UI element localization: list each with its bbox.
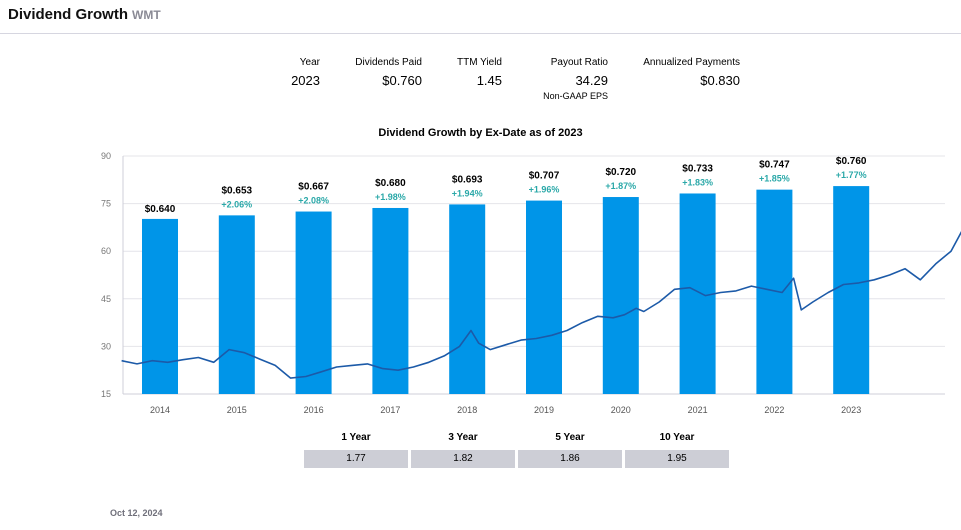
chart-title: Dividend Growth by Ex-Date as of 2023	[378, 127, 583, 139]
growth-value: 1.77	[304, 450, 408, 468]
bar-2020	[602, 197, 639, 394]
growth-pct-label: +1.77%	[836, 170, 867, 180]
bar-value-label: $0.693	[452, 174, 483, 185]
growth-pct-label: +2.06%	[221, 199, 252, 209]
bar-2023	[833, 186, 870, 394]
y-tick-label: 45	[101, 294, 111, 304]
y-tick-label: 75	[101, 199, 111, 209]
as-of-date: Oct 12, 2024	[110, 508, 163, 518]
bar-2016	[295, 211, 332, 394]
stat-label: Payout Ratio	[550, 57, 608, 68]
page-header: Dividend Growth WMT	[0, 0, 961, 34]
growth-pct-label: +1.83%	[682, 177, 713, 187]
x-tick-label: 2015	[227, 405, 247, 415]
bar-value-label: $0.733	[682, 163, 713, 174]
bar-value-label: $0.760	[836, 156, 867, 167]
growth-pct-label: +1.98%	[375, 192, 406, 202]
stat-payout-ratio: Payout Ratio 34.29 Non-GAAP EPS	[528, 57, 608, 101]
page-title: Dividend Growth WMT	[8, 6, 161, 23]
growth-pct-label: +1.87%	[605, 181, 636, 191]
bar-value-label: $0.667	[298, 182, 329, 193]
dividend-chart: 90 75 60 45 30 15 $0.640 2014 $0.653 +2.06% 2015 $0…	[101, 151, 961, 415]
bar-value-label: $0.680	[375, 178, 406, 189]
stat-sublabel: Non-GAAP EPS	[543, 91, 608, 101]
growth-period-label: 1 Year	[341, 432, 371, 443]
x-tick-label: 2014	[150, 405, 170, 415]
ticker-symbol: WMT	[132, 8, 161, 22]
stat-label: Annualized Payments	[643, 57, 740, 68]
x-tick-label: 2016	[304, 405, 324, 415]
stat-label: Dividends Paid	[355, 57, 422, 68]
growth-value: 1.82	[411, 450, 515, 468]
bar-2015	[218, 215, 255, 394]
bar-value-label: $0.640	[145, 204, 176, 215]
bar-2019	[526, 200, 562, 394]
stat-value: 2023	[291, 73, 320, 88]
bar-value-label: $0.720	[606, 167, 637, 178]
bar-value-label: $0.747	[759, 160, 790, 171]
growth-pct-label: +1.94%	[452, 188, 483, 198]
stat-label: Year	[299, 57, 320, 68]
bar-value-label: $0.707	[529, 171, 560, 182]
price-line	[121, 230, 961, 379]
stat-value: $0.830	[700, 73, 740, 88]
x-tick-label: 2018	[457, 405, 477, 415]
stat-annualized-payments: Annualized Payments $0.830	[628, 57, 740, 88]
y-tick-label: 30	[101, 341, 111, 351]
y-tick-label: 90	[101, 151, 111, 161]
stat-value: $0.760	[382, 73, 422, 88]
x-tick-label: 2020	[611, 405, 631, 415]
bar-2018	[449, 204, 486, 394]
x-tick-label: 2017	[380, 405, 400, 415]
stat-label: TTM Yield	[456, 57, 502, 68]
growth-period-label: 3 Year	[448, 432, 478, 443]
growth-period-label: 10 Year	[659, 432, 695, 443]
growth-pct-label: +2.08%	[298, 196, 329, 206]
bar-2022	[756, 189, 793, 394]
y-tick-label: 15	[101, 389, 111, 399]
growth-pct-label: +1.85%	[759, 174, 790, 184]
growth-pct-label: +1.96%	[529, 185, 560, 195]
growth-value: 1.95	[625, 450, 729, 468]
stat-value: 1.45	[476, 73, 502, 88]
stat-year: Year 2023	[268, 57, 320, 88]
y-tick-label: 60	[101, 246, 111, 256]
x-tick-label: 2019	[534, 405, 554, 415]
x-tick-label: 2021	[688, 405, 708, 415]
bar-2014	[142, 218, 178, 394]
stat-dividends-paid: Dividends Paid $0.760	[330, 57, 422, 88]
growth-period-label: 5 Year	[555, 432, 585, 443]
x-tick-label: 2023	[841, 405, 861, 415]
bar-value-label: $0.653	[222, 185, 253, 196]
stat-ttm-yield: TTM Yield 1.45	[440, 57, 502, 88]
page-title-text: Dividend Growth	[8, 6, 128, 23]
x-tick-label: 2022	[764, 405, 784, 415]
stat-value: 34.29	[575, 73, 608, 88]
growth-value: 1.86	[518, 450, 622, 468]
bar-2021	[679, 193, 716, 394]
bar-2017	[372, 207, 409, 394]
